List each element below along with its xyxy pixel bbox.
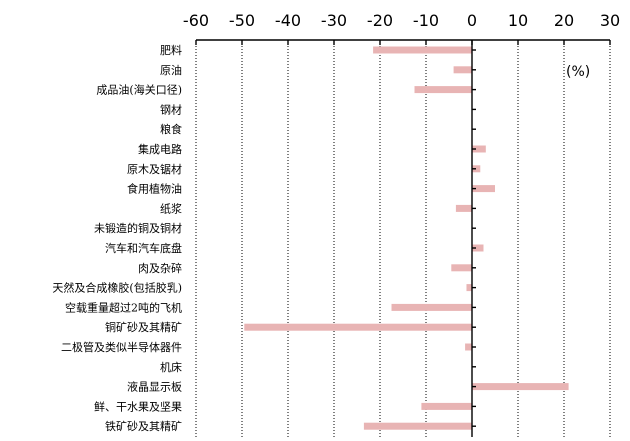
x-tick-label: -20 <box>367 11 393 30</box>
bar <box>363 422 472 430</box>
category-label: 未锻造的铜及铜材 <box>94 221 182 235</box>
bar <box>453 66 472 74</box>
x-tick-label: 30 <box>600 11 620 30</box>
bar <box>472 185 495 193</box>
category-label: 液晶显示板 <box>127 380 182 394</box>
category-label: 空载重量超过2吨的飞机 <box>65 300 182 314</box>
category-label: 钢材 <box>160 102 182 116</box>
bar <box>421 402 472 410</box>
bar <box>451 264 472 272</box>
bar <box>472 244 484 252</box>
bar <box>414 86 472 94</box>
category-label: 纸浆 <box>160 201 182 215</box>
bar <box>455 204 472 212</box>
category-label: 原木及锯材 <box>127 162 182 176</box>
x-tick-label: -10 <box>413 11 439 30</box>
x-tick-label: 0 <box>467 11 477 30</box>
category-label: 鲜、干水果及坚果 <box>94 399 182 413</box>
category-label: 肉及杂碎 <box>138 261 182 275</box>
category-label: 机床 <box>160 360 182 374</box>
category-label: 汽车和汽车底盘 <box>105 241 182 255</box>
category-label: 粮食 <box>160 122 182 136</box>
bar <box>244 323 472 331</box>
bar <box>391 303 472 311</box>
category-label: 肥料 <box>160 43 182 57</box>
category-label: 食用植物油 <box>127 182 182 196</box>
x-tick-label: 20 <box>554 11 574 30</box>
x-tick-label: -40 <box>275 11 301 30</box>
bar <box>466 284 472 292</box>
grid-lines <box>195 40 611 437</box>
x-tick-label: -50 <box>229 11 255 30</box>
category-label: 原油 <box>160 63 182 77</box>
x-tick-label: -30 <box>321 11 347 30</box>
category-label: 集成电路 <box>138 142 182 156</box>
bars <box>244 46 569 430</box>
category-label: 天然及合成橡胶(包括胶乳) <box>52 281 182 295</box>
x-tick-labels: -60 -50 -40 -30 -20 -10 0 10 20 30 <box>183 11 620 30</box>
bar <box>472 383 569 391</box>
axes <box>195 39 611 437</box>
bar <box>465 343 472 351</box>
unit-label: (%) <box>566 64 590 80</box>
bar <box>472 165 481 173</box>
category-label: 成品油(海关口径) <box>96 83 182 97</box>
category-label: 二极管及类似半导体器件 <box>61 340 182 354</box>
bar <box>373 46 472 54</box>
bar <box>472 145 486 153</box>
x-tick-label: 10 <box>508 11 528 30</box>
x-tick-label: -60 <box>183 11 209 30</box>
category-label: 铁矿砂及其精矿 <box>105 420 182 433</box>
category-label: 铜矿砂及其精矿 <box>105 320 182 334</box>
